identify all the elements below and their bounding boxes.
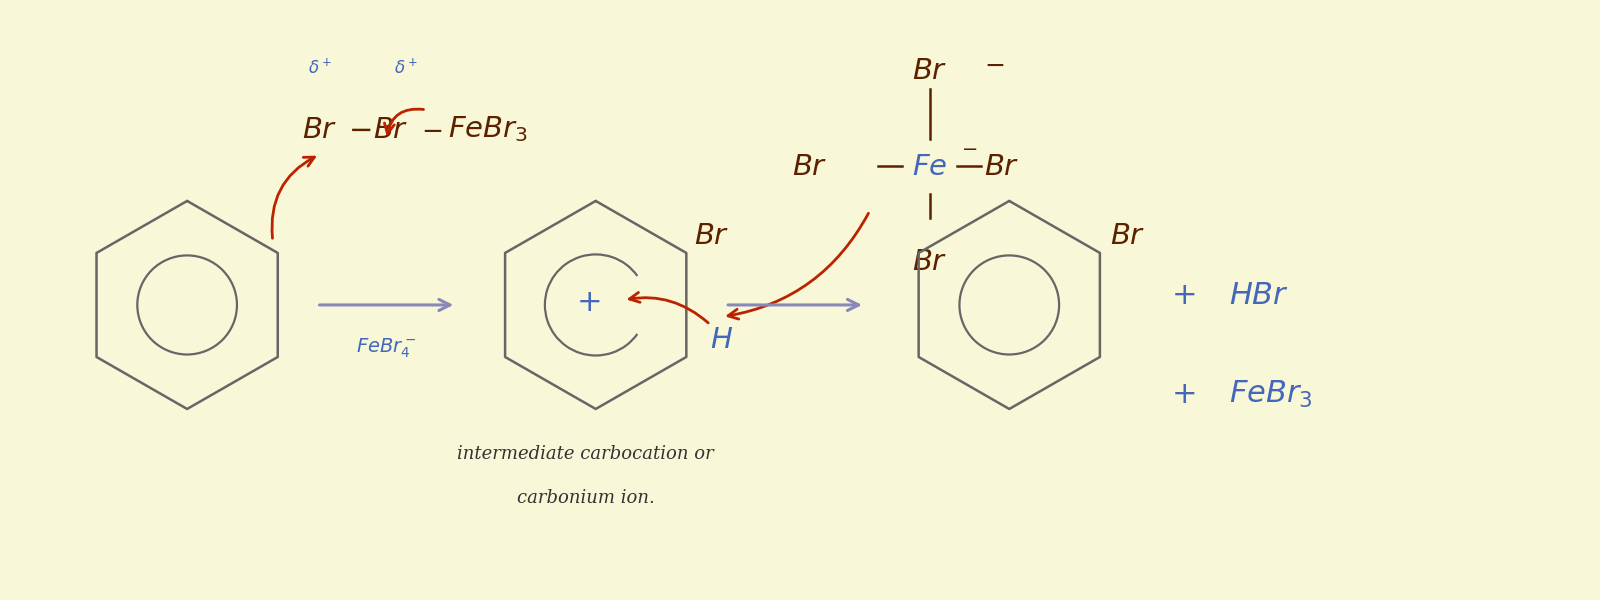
Text: $Br$: $Br$ [694, 221, 730, 250]
Text: $FeBr_4^-$: $FeBr_4^-$ [357, 337, 416, 360]
Text: $\delta^+$: $\delta^+$ [394, 59, 419, 78]
Text: $Br$: $Br$ [1110, 221, 1146, 250]
Text: carbonium ion.: carbonium ion. [517, 489, 654, 507]
FancyArrowPatch shape [728, 299, 859, 311]
Text: $Fe$: $Fe$ [912, 152, 947, 181]
Text: $FeBr_3$: $FeBr_3$ [1229, 379, 1312, 410]
Text: $H$: $H$ [710, 325, 733, 354]
Text: $+$: $+$ [1171, 281, 1195, 310]
Text: $\delta^+$: $\delta^+$ [307, 59, 331, 78]
Text: $-$: $-$ [347, 115, 371, 144]
Text: intermediate carbocation or: intermediate carbocation or [458, 445, 714, 463]
Text: $-$: $-$ [984, 53, 1005, 77]
FancyArrowPatch shape [272, 157, 315, 238]
Text: $Br$: $Br$ [984, 152, 1019, 181]
FancyArrowPatch shape [728, 213, 869, 319]
FancyArrowPatch shape [384, 109, 424, 134]
FancyArrowPatch shape [629, 292, 709, 323]
FancyArrowPatch shape [320, 299, 450, 311]
Text: $Br$: $Br$ [792, 152, 827, 181]
Text: $-$: $-$ [962, 139, 978, 157]
Text: $FeBr_3$: $FeBr_3$ [448, 115, 528, 145]
Text: $Br$: $Br$ [302, 115, 338, 144]
Text: $Br$: $Br$ [373, 115, 410, 144]
Text: $Br$: $Br$ [912, 56, 947, 85]
Text: $Br$: $Br$ [912, 247, 947, 277]
Text: $+$: $+$ [576, 289, 600, 317]
Text: $+$: $+$ [1171, 380, 1195, 409]
Text: $-$: $-$ [421, 117, 442, 142]
Text: $HBr$: $HBr$ [1229, 280, 1288, 311]
